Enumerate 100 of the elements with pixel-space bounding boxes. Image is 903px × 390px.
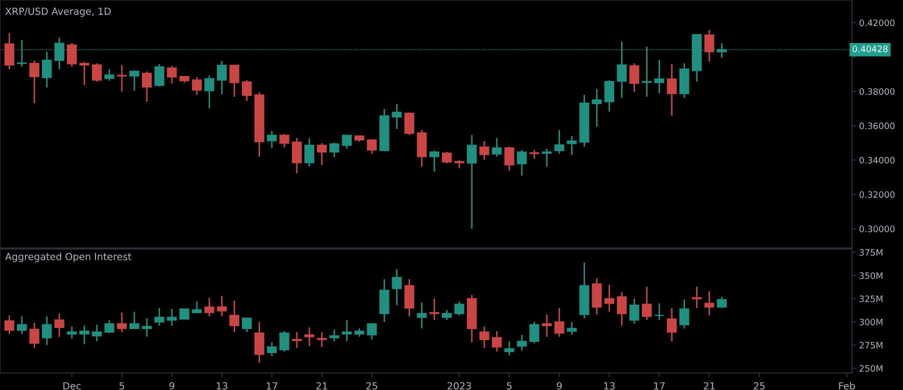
candlestick	[479, 140, 490, 161]
candlestick	[692, 286, 702, 309]
x-tick-label: 9	[169, 382, 174, 390]
candlestick	[442, 151, 452, 164]
candlestick	[516, 149, 527, 176]
candlestick	[279, 133, 290, 148]
candlestick	[442, 309, 452, 321]
candlestick	[366, 323, 377, 340]
candlestick	[292, 137, 302, 174]
candlestick	[316, 331, 327, 348]
x-tick-label: 5	[120, 382, 124, 390]
chart-title: Aggregated Open Interest	[5, 252, 132, 262]
candlestick	[392, 268, 402, 306]
candlestick	[366, 139, 377, 155]
candlestick	[616, 292, 627, 326]
candlestick	[629, 62, 640, 92]
y-tick-label: 0.32000	[860, 191, 895, 198]
candlestick	[66, 42, 77, 68]
x-tick-label: Feb	[839, 382, 855, 390]
y-tick-label: 250M	[860, 365, 882, 372]
candlestick	[616, 41, 627, 98]
x-tick-label: 2023	[448, 382, 471, 390]
candlestick	[304, 326, 314, 347]
candlestick	[229, 64, 240, 98]
candlestick	[4, 314, 14, 335]
candlestick	[116, 312, 127, 333]
candlestick	[716, 296, 727, 309]
candlestick	[404, 112, 414, 136]
candlestick	[254, 321, 264, 364]
candlestick	[29, 60, 40, 104]
y-tick-label: 350M	[860, 272, 882, 279]
candlestick	[42, 316, 52, 346]
x-tick-label: Dec	[63, 382, 81, 390]
y-tick-label: 0.36000	[860, 122, 895, 130]
candlestick	[192, 76, 202, 96]
x-tick-label: 25	[366, 382, 378, 390]
y-tick-label: 275M	[860, 342, 882, 349]
candlestick	[54, 36, 64, 70]
x-tick-label: 21	[316, 382, 328, 390]
candlestick	[242, 317, 252, 333]
y-tick-label: 0.38000	[860, 88, 895, 95]
y-tick-label: 375M	[860, 249, 882, 256]
candlestick	[566, 135, 577, 156]
candlestick	[66, 326, 77, 340]
candlestick	[654, 59, 664, 94]
x-tick-label: 25	[754, 382, 765, 390]
candlestick	[629, 298, 640, 324]
candlestick	[279, 330, 290, 352]
candlestick	[79, 324, 90, 345]
candlestick	[529, 321, 540, 344]
candlestick	[666, 307, 677, 342]
candlestick	[242, 79, 252, 102]
candlestick	[204, 74, 214, 110]
candlestick	[29, 322, 40, 349]
candlestick	[166, 65, 177, 84]
candlestick	[16, 39, 27, 68]
candlestick	[42, 51, 52, 88]
candlestick	[466, 134, 477, 230]
candlestick	[216, 295, 227, 318]
x-tick-label: 17	[266, 382, 278, 390]
candlestick	[716, 42, 727, 58]
candlestick	[104, 319, 114, 334]
candlestick	[79, 61, 90, 86]
candlestick	[104, 68, 114, 82]
candlestick	[604, 284, 614, 312]
candlestick	[416, 129, 427, 168]
y-tick-label: 0.42000	[860, 20, 895, 26]
candlestick	[542, 148, 552, 168]
candlestick	[142, 70, 152, 102]
candlestick	[379, 278, 390, 323]
candlestick	[266, 130, 277, 149]
candlestick	[129, 70, 140, 92]
candlestick	[666, 63, 677, 116]
candlestick	[329, 142, 340, 158]
x-tick-label: 13	[604, 382, 615, 390]
candlestick	[342, 319, 352, 342]
candlestick	[479, 326, 490, 349]
y-tick-label: 0.34000	[860, 156, 895, 164]
candlestick	[266, 342, 277, 357]
candlestick	[304, 138, 314, 168]
candlestick	[229, 300, 240, 333]
candlestick	[216, 60, 227, 95]
candlestick	[416, 302, 427, 330]
candlestick	[554, 129, 564, 154]
candlestick	[429, 150, 440, 172]
candlestick	[429, 298, 440, 321]
y-tick-label: 300M	[860, 318, 882, 326]
candlestick	[492, 330, 502, 352]
candlestick	[454, 300, 464, 316]
x-tick-label: 13	[216, 382, 228, 390]
candlestick	[92, 62, 102, 82]
x-tick-label: 9	[556, 382, 562, 390]
candlestick	[54, 312, 64, 338]
candlestick	[129, 311, 140, 330]
candlestick	[204, 297, 214, 318]
candlestick	[542, 314, 552, 338]
x-tick-label: 5	[506, 382, 512, 390]
y-tick-label: 325M	[860, 296, 882, 302]
candlestick	[492, 137, 502, 158]
candlestick	[116, 64, 127, 92]
